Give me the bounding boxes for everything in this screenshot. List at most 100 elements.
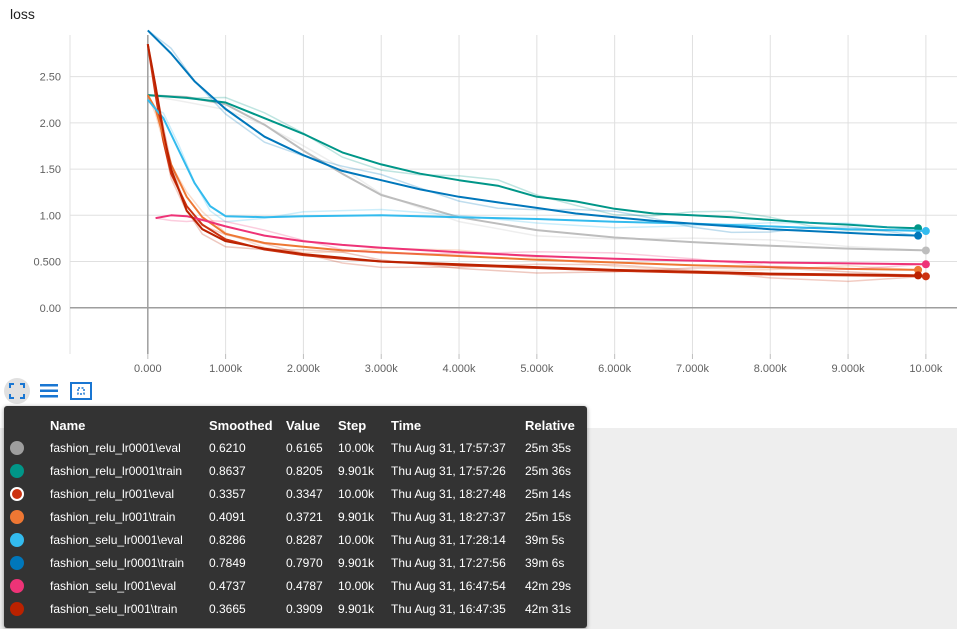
chart-title: loss — [10, 6, 35, 22]
tooltip-name: fashion_selu_lr0001\eval — [50, 532, 183, 547]
header-name: Name — [50, 417, 86, 433]
tooltip-time: Thu Aug 31, 16:47:35 — [391, 601, 506, 616]
series-color-swatch — [10, 440, 24, 455]
series-raw-line — [147, 94, 919, 232]
tooltip-value: 0.3909 — [286, 601, 323, 616]
tooltip-name: fashion_relu_lr001\eval — [50, 486, 175, 501]
x-tick-label: 8.000k — [754, 363, 788, 375]
series-raw-line — [147, 44, 919, 277]
tooltip-name: fashion_relu_lr0001\train — [50, 463, 183, 478]
tooltip-time: Thu Aug 31, 17:27:56 — [391, 555, 506, 570]
x-tick-label: 0.000 — [134, 363, 162, 375]
swatch-cell — [10, 436, 50, 459]
series-line[interactable] — [147, 29, 919, 237]
tooltip-row: fashion_selu_lr0001\eval 0.8286 0.8287 10.0… — [10, 528, 581, 551]
tooltip-step: 9.901k — [338, 601, 375, 616]
toggle-log-button[interactable] — [36, 378, 62, 404]
tooltip-header-row: Name Smoothed Value Step Time Relative — [10, 414, 581, 436]
tooltip-time: Thu Aug 31, 18:27:37 — [391, 509, 506, 524]
tooltip-value: 0.3347 — [286, 486, 323, 501]
series-color-swatch — [10, 463, 24, 478]
header-smoothed: Smoothed — [209, 417, 273, 433]
tooltip-name: fashion_relu_lr0001\eval — [50, 440, 181, 455]
y-tick-label: 2.00 — [40, 118, 61, 130]
series-line[interactable] — [146, 44, 919, 277]
swatch-cell — [10, 459, 50, 482]
tooltip-row: fashion_relu_lr0001\eval 0.6210 0.6165 10.0… — [10, 436, 581, 459]
tooltip-name: fashion_selu_lr0001\train — [50, 555, 185, 570]
series-line[interactable] — [147, 94, 926, 252]
tooltip-step: 9.901k — [338, 509, 375, 524]
tooltip-relative: 42m 31s — [525, 601, 572, 616]
loss-chart[interactable]: 0.000 1.000k 2.000k 3.000k 4.000k 5.000k 6.000… — [0, 0, 957, 380]
header-relative: Relative — [525, 417, 575, 433]
tooltip-row: fashion_selu_lr001\eval 0.4737 0.4787 10.00… — [10, 574, 581, 597]
series-endpoint[interactable] — [914, 265, 923, 274]
header-value: Value — [286, 417, 320, 433]
x-tick-label: 1.000k — [209, 363, 243, 375]
x-tick-label: 3.000k — [365, 363, 399, 375]
tooltip-step: 9.901k — [338, 555, 375, 570]
tooltip-step: 10.00k — [338, 486, 375, 501]
tooltip-row: fashion_relu_lr0001\train 0.8637 0.8205 9.9… — [10, 459, 581, 482]
y-tick-label: 1.00 — [40, 210, 61, 222]
swatch-header — [10, 414, 50, 436]
tooltip-relative: 25m 15s — [525, 509, 572, 524]
tooltip-name: fashion_relu_lr001\train — [50, 509, 176, 524]
select-region-icon — [70, 382, 92, 400]
series-endpoint[interactable] — [914, 231, 923, 240]
tooltip-time: Thu Aug 31, 17:57:37 — [391, 440, 506, 455]
series-endpoint[interactable] — [921, 260, 930, 269]
series-endpoint[interactable] — [921, 272, 930, 281]
data-tooltip: Name Smoothed Value Step Time Relative f… — [4, 406, 587, 628]
x-tick-label: 4.000k — [443, 363, 477, 375]
tooltip-smoothed: 0.3357 — [209, 486, 246, 501]
x-tick-label: 7.000k — [676, 363, 710, 375]
tooltip-value: 0.8287 — [286, 532, 323, 547]
tooltip-step: 10.00k — [338, 440, 375, 455]
tooltip-time: Thu Aug 31, 16:47:54 — [391, 578, 506, 593]
tooltip-relative: 39m 5s — [525, 532, 565, 547]
list-icon — [40, 384, 58, 398]
tooltip-smoothed: 0.6210 — [209, 440, 246, 455]
tooltip-smoothed: 0.4091 — [209, 509, 246, 524]
swatch-cell — [10, 551, 50, 574]
series-color-swatch — [10, 509, 24, 524]
series-endpoint[interactable] — [914, 271, 923, 280]
x-tick-label: 5.000k — [520, 363, 554, 375]
x-tick-label: 6.000k — [598, 363, 632, 375]
tooltip-time: Thu Aug 31, 18:27:48 — [391, 486, 506, 501]
header-step: Step — [338, 417, 367, 433]
tooltip-time: Thu Aug 31, 17:28:14 — [391, 532, 506, 547]
tooltip-name: fashion_selu_lr001\eval — [50, 578, 177, 593]
select-region-button[interactable] — [68, 378, 94, 404]
tooltip-relative: 25m 35s — [525, 440, 572, 455]
tooltip-smoothed: 0.8637 — [209, 463, 246, 478]
series-endpoint[interactable] — [921, 246, 930, 255]
series-color-swatch — [10, 578, 24, 593]
series-line[interactable] — [147, 94, 919, 230]
tooltip-row: fashion_relu_lr001\train 0.4091 0.3721 9.90… — [10, 505, 581, 528]
series-color-swatch — [10, 555, 24, 570]
series-line[interactable] — [146, 94, 919, 271]
series-endpoint[interactable] — [921, 227, 930, 236]
y-tick-label: 0.00 — [40, 303, 61, 315]
tooltip-value: 0.8205 — [286, 463, 323, 478]
fit-domain-icon — [9, 383, 25, 399]
tooltip-step: 10.00k — [338, 532, 375, 547]
series-raw-line — [147, 29, 919, 237]
series-line[interactable] — [155, 214, 926, 266]
chart-toolbar — [4, 378, 94, 404]
x-tick-label: 2.000k — [287, 363, 321, 375]
y-tick-label: 0.500 — [33, 257, 61, 269]
tooltip-row: fashion_relu_lr001\eval 0.3357 0.3347 10.00… — [10, 482, 581, 505]
tooltip-row: fashion_selu_lr001\train 0.3665 0.3909 9.90… — [10, 597, 581, 620]
tooltip-name: fashion_selu_lr001\train — [50, 601, 178, 616]
tooltip-step: 10.00k — [338, 578, 375, 593]
tooltip-smoothed: 0.7849 — [209, 555, 246, 570]
y-tick-label: 1.50 — [40, 164, 61, 176]
header-time: Time — [391, 417, 422, 433]
fit-domain-button[interactable] — [4, 378, 30, 404]
swatch-cell — [10, 482, 50, 505]
tooltip-value: 0.4787 — [286, 578, 323, 593]
